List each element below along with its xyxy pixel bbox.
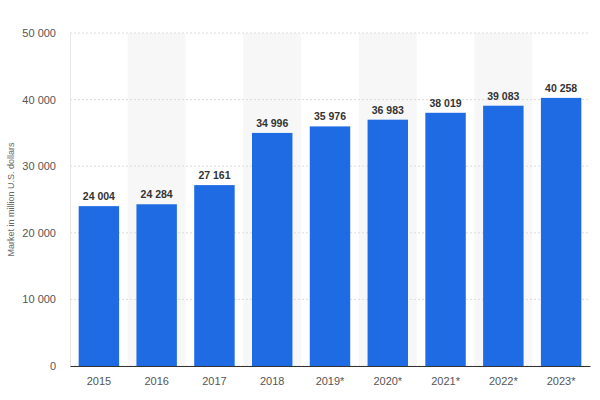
y-axis-line bbox=[70, 34, 71, 367]
x-tick-label: 2021* bbox=[431, 375, 460, 387]
data-label: 24 004 bbox=[83, 190, 115, 202]
y-tick: 0 bbox=[50, 360, 70, 372]
y-tick-label: 40 000 bbox=[22, 94, 56, 106]
x-tick-label: 2015 bbox=[87, 375, 111, 387]
y-tick: 40 000 bbox=[22, 94, 70, 106]
data-labels: 24 004 24 284 27 161 34 996 35 976 36 983 38 0… bbox=[83, 82, 577, 202]
grid bbox=[70, 33, 590, 366]
x-axis-line bbox=[71, 366, 591, 367]
x-tick-label: 2020* bbox=[373, 375, 402, 387]
y-tick-label: 20 000 bbox=[22, 227, 56, 239]
y-tick: 20 000 bbox=[22, 227, 70, 239]
x-tick-label: 2019* bbox=[316, 375, 345, 387]
bar bbox=[483, 106, 523, 366]
bar bbox=[252, 133, 292, 366]
y-tick-label: 10 000 bbox=[22, 293, 56, 305]
data-label: 38 019 bbox=[429, 97, 461, 109]
x-tick: 2016 bbox=[144, 375, 168, 387]
bar bbox=[310, 126, 350, 366]
column-bands bbox=[128, 33, 532, 366]
x-tick: 2021* bbox=[431, 375, 460, 387]
x-tick-label: 2023* bbox=[547, 375, 576, 387]
y-tick-label: 50 000 bbox=[22, 27, 56, 39]
x-tick: 2018 bbox=[260, 375, 284, 387]
x-tick: 2020* bbox=[373, 375, 402, 387]
data-label: 34 996 bbox=[256, 117, 288, 129]
bar bbox=[79, 206, 119, 366]
data-label: 40 258 bbox=[545, 82, 577, 94]
chart-container: 24 004 24 284 27 161 34 996 35 976 36 983 38 0… bbox=[0, 0, 600, 400]
y-axis-title: Market in million U.S. dollars bbox=[6, 142, 16, 257]
chart-svg: 24 004 24 284 27 161 34 996 35 976 36 983 38 0… bbox=[0, 0, 600, 400]
x-tick-label: 2016 bbox=[144, 375, 168, 387]
bars bbox=[79, 98, 582, 366]
y-tick: 50 000 bbox=[22, 27, 70, 39]
y-tick-label: 30 000 bbox=[22, 160, 56, 172]
data-label: 24 284 bbox=[141, 188, 173, 200]
column-band bbox=[243, 33, 301, 366]
y-axis: 0 10 000 20 000 30 000 40 000 50 000 bbox=[22, 27, 70, 372]
column-band bbox=[474, 33, 532, 366]
bar bbox=[541, 98, 581, 366]
column-band bbox=[128, 33, 186, 366]
x-tick-label: 2022* bbox=[489, 375, 518, 387]
data-label: 36 983 bbox=[372, 104, 404, 116]
grid-line bbox=[70, 33, 590, 34]
data-label: 39 083 bbox=[487, 90, 519, 102]
x-axis: 2015 2016 2017 2018 2019* 2020* 2021* 2022* 2023… bbox=[71, 367, 591, 387]
bar bbox=[368, 120, 408, 366]
data-label: 35 976 bbox=[314, 110, 346, 122]
x-tick: 2019* bbox=[316, 375, 345, 387]
x-tick: 2017 bbox=[202, 375, 226, 387]
x-tick-label: 2018 bbox=[260, 375, 284, 387]
x-tick: 2015 bbox=[87, 375, 111, 387]
bar bbox=[136, 204, 176, 366]
bar bbox=[425, 113, 465, 366]
y-tick: 30 000 bbox=[22, 160, 70, 172]
x-tick-label: 2017 bbox=[202, 375, 226, 387]
bar bbox=[194, 185, 234, 366]
y-tick-label: 0 bbox=[50, 360, 56, 372]
x-tick: 2022* bbox=[489, 375, 518, 387]
y-tick: 10 000 bbox=[22, 293, 70, 305]
data-label: 27 161 bbox=[198, 169, 230, 181]
column-band bbox=[359, 33, 417, 366]
x-tick: 2023* bbox=[547, 375, 576, 387]
plot-area: 24 004 24 284 27 161 34 996 35 976 36 983 38 0… bbox=[22, 27, 590, 387]
